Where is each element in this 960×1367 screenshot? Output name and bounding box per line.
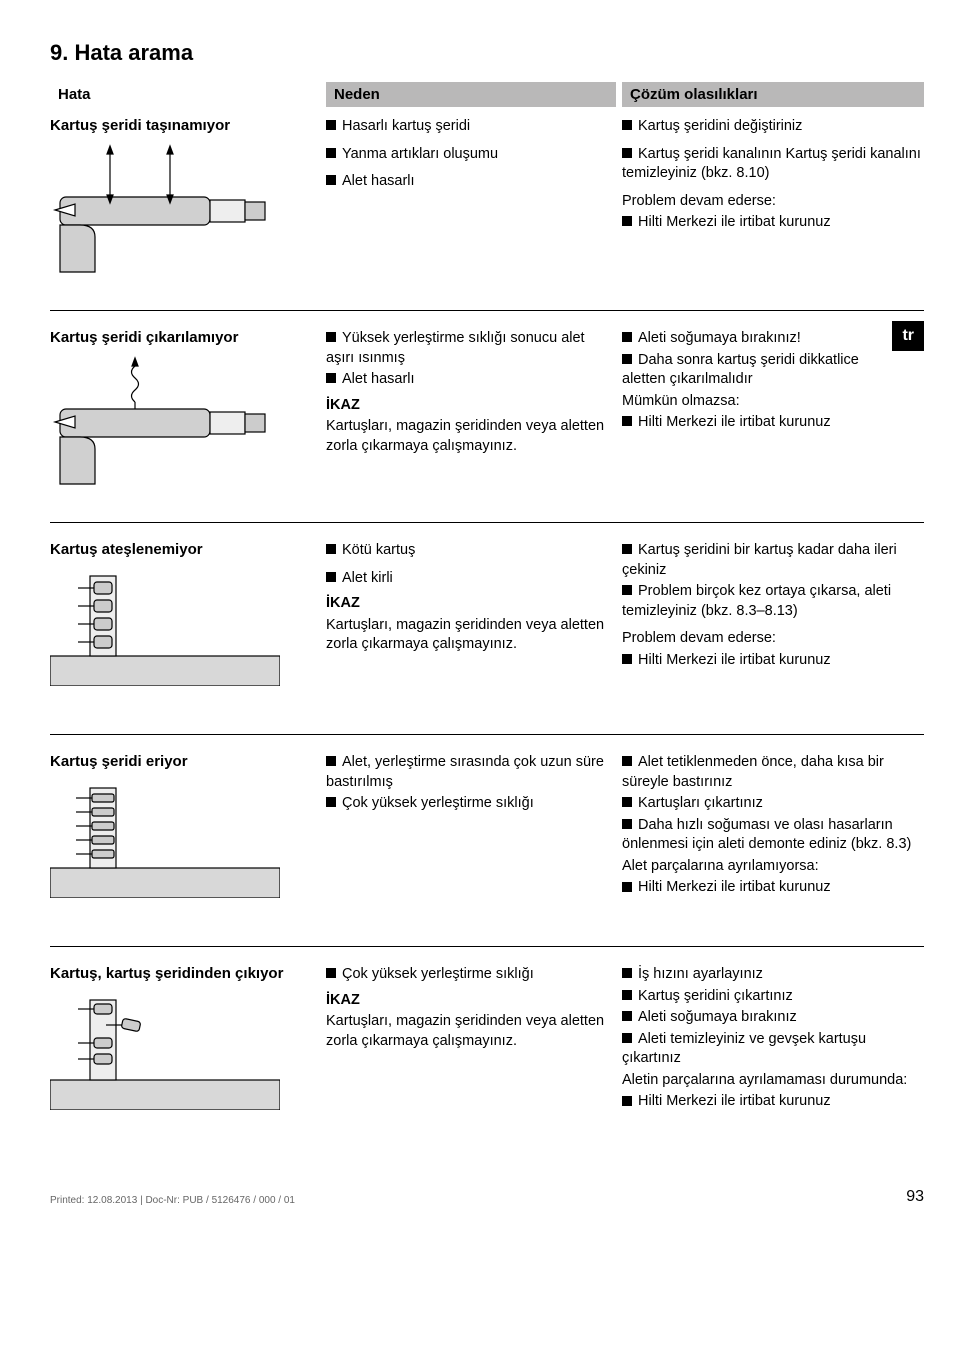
diagram-strip-normal	[50, 566, 280, 706]
remedy-col: Aleti soğumaya bırakınız! Daha sonra kar…	[622, 329, 924, 494]
trouble-row: Kartuş, kartuş şeridinden çıkıyor	[50, 965, 924, 1130]
remedy-col: İş hızını ayarlayınız Kartuş şeridini çı…	[622, 965, 924, 1130]
diagram-strip-eject	[50, 990, 280, 1130]
fault-title: Kartuş, kartuş şeridinden çıkıyor	[50, 965, 320, 982]
diagram-strip-melt	[50, 778, 280, 918]
header-cause: Neden	[326, 82, 616, 107]
cause-col: Hasarlı kartuş şeridi Yanma artıkları ol…	[326, 117, 616, 282]
diagram-tool-spiral-arrow	[50, 354, 280, 494]
header-remedy: Çözüm olasılıkları	[622, 82, 924, 107]
divider	[50, 734, 924, 735]
cause-col: Yüksek yerleştirme sıklığı sonucu alet a…	[326, 329, 616, 494]
footer-print-info: Printed: 12.08.2013 | Doc-Nr: PUB / 5126…	[50, 1195, 295, 1206]
page-footer: Printed: 12.08.2013 | Doc-Nr: PUB / 5126…	[0, 1188, 960, 1226]
page-number: 93	[906, 1188, 924, 1206]
language-tab: tr	[892, 321, 924, 351]
trouble-row: Kartuş şeridi çıkarılamıyor	[50, 329, 924, 494]
section-title: 9. Hata arama	[50, 40, 924, 66]
remedy-col: Kartuş şeridini bir kartuş kadar daha il…	[622, 541, 924, 706]
fault-title: Kartuş ateşlenemiyor	[50, 541, 320, 558]
trouble-row: Kartuş şeridi taşınamıyor Hasarlı kartu	[50, 117, 924, 282]
cause-col: Alet, yerleştirme sırasında çok uzun sür…	[326, 753, 616, 918]
remedy-col: Kartuş şeridini değiştiriniz Kartuş şeri…	[622, 117, 924, 282]
divider	[50, 310, 924, 311]
table-header-row: Hata Neden Çözüm olasılıkları	[50, 82, 924, 107]
cause-col: Kötü kartuş Alet kirli İKAZ Kartuşları, …	[326, 541, 616, 706]
fault-title: Kartuş şeridi çıkarılamıyor	[50, 329, 320, 346]
trouble-row: Kartuş ateşlenemiyor	[50, 541, 924, 706]
diagram-tool-two-arrows	[50, 142, 280, 282]
divider	[50, 522, 924, 523]
divider	[50, 946, 924, 947]
fault-title: Kartuş şeridi taşınamıyor	[50, 117, 320, 134]
fault-title: Kartuş şeridi eriyor	[50, 753, 320, 770]
header-fault: Hata	[50, 82, 320, 107]
remedy-col: Alet tetiklenmeden önce, daha kısa bir s…	[622, 753, 924, 918]
trouble-row: Kartuş şeridi eriyor	[50, 753, 924, 918]
cause-col: Çok yüksek yerleştirme sıklığı İKAZ Kart…	[326, 965, 616, 1130]
